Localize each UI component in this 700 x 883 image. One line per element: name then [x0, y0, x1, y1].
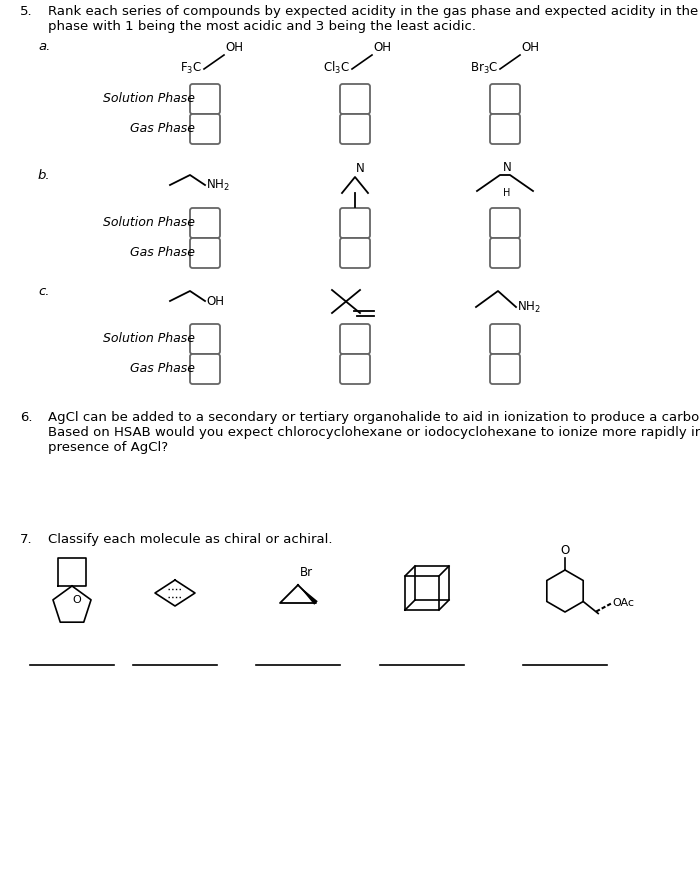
Text: OH: OH — [521, 41, 539, 54]
FancyBboxPatch shape — [490, 324, 520, 354]
Text: Gas Phase: Gas Phase — [130, 123, 195, 135]
Text: OH: OH — [206, 295, 224, 307]
Text: OH: OH — [373, 41, 391, 54]
FancyBboxPatch shape — [340, 84, 370, 114]
Text: NH$_2$: NH$_2$ — [206, 177, 230, 192]
Text: N: N — [503, 161, 512, 174]
Polygon shape — [298, 585, 318, 605]
Text: Solution Phase: Solution Phase — [103, 333, 195, 345]
Text: F$_3$C: F$_3$C — [180, 60, 202, 76]
FancyBboxPatch shape — [340, 354, 370, 384]
Text: Based on HSAB would you expect chlorocyclohexane or iodocyclohexane to ionize mo: Based on HSAB would you expect chlorocyc… — [48, 426, 700, 439]
Text: a.: a. — [38, 40, 50, 53]
Text: N: N — [356, 162, 365, 175]
Text: b.: b. — [38, 169, 50, 182]
Text: O: O — [561, 544, 570, 557]
Text: Br: Br — [300, 566, 313, 579]
FancyBboxPatch shape — [190, 324, 220, 354]
Text: Gas Phase: Gas Phase — [130, 363, 195, 375]
FancyBboxPatch shape — [340, 114, 370, 144]
Text: OH: OH — [225, 41, 243, 54]
Text: presence of AgCl?: presence of AgCl? — [48, 441, 168, 454]
FancyBboxPatch shape — [190, 114, 220, 144]
Text: c.: c. — [38, 285, 50, 298]
Text: H: H — [503, 188, 511, 198]
Text: Br$_3$C: Br$_3$C — [470, 60, 498, 76]
FancyBboxPatch shape — [490, 354, 520, 384]
Text: 6.: 6. — [20, 411, 32, 424]
FancyBboxPatch shape — [340, 208, 370, 238]
Text: 7.: 7. — [20, 533, 33, 546]
Text: NH$_2$: NH$_2$ — [517, 299, 541, 314]
FancyBboxPatch shape — [190, 84, 220, 114]
Text: Classify each molecule as chiral or achiral.: Classify each molecule as chiral or achi… — [48, 533, 332, 546]
FancyBboxPatch shape — [490, 238, 520, 268]
Text: AgCl can be added to a secondary or tertiary organohalide to aid in ionization t: AgCl can be added to a secondary or tert… — [48, 411, 700, 424]
FancyBboxPatch shape — [490, 114, 520, 144]
FancyBboxPatch shape — [190, 208, 220, 238]
Text: OAc: OAc — [612, 598, 634, 608]
Text: Solution Phase: Solution Phase — [103, 93, 195, 105]
Text: 5.: 5. — [20, 5, 33, 18]
FancyBboxPatch shape — [190, 354, 220, 384]
Text: Cl$_3$C: Cl$_3$C — [323, 60, 350, 76]
FancyBboxPatch shape — [340, 238, 370, 268]
FancyBboxPatch shape — [190, 238, 220, 268]
Text: Gas Phase: Gas Phase — [130, 246, 195, 260]
Text: Rank each series of compounds by expected acidity in the gas phase and expected : Rank each series of compounds by expecte… — [48, 5, 700, 18]
Text: Solution Phase: Solution Phase — [103, 216, 195, 230]
FancyBboxPatch shape — [490, 208, 520, 238]
Text: phase with 1 being the most acidic and 3 being the least acidic.: phase with 1 being the most acidic and 3… — [48, 20, 476, 33]
FancyBboxPatch shape — [340, 324, 370, 354]
FancyBboxPatch shape — [490, 84, 520, 114]
Text: O: O — [72, 595, 81, 605]
